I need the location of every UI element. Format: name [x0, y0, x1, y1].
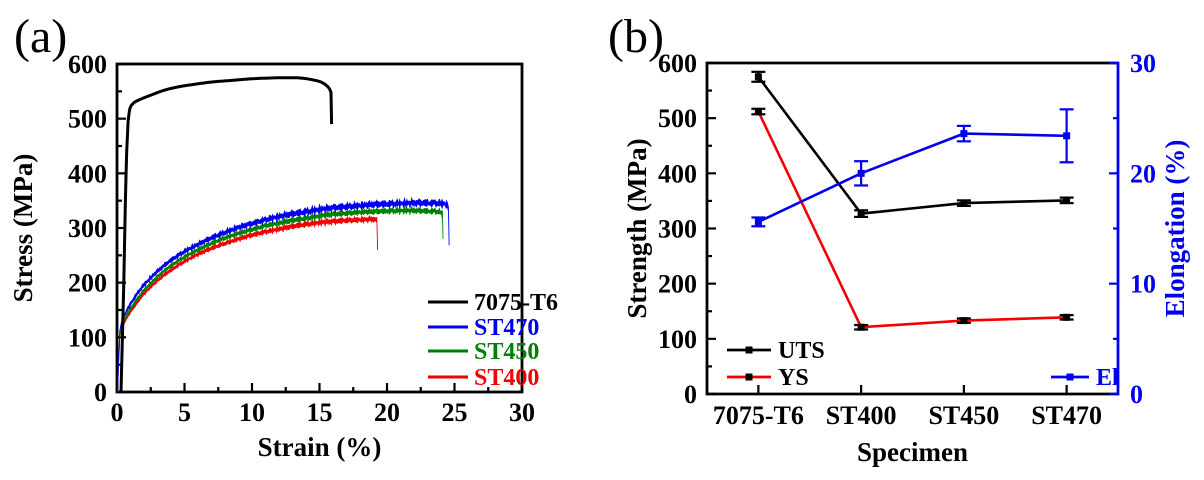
legend-marker: [745, 346, 753, 354]
legend-label: UTS: [778, 338, 825, 364]
panel-b-left-ytick-label: 100: [658, 325, 697, 354]
legend-item-ys: YS: [727, 365, 809, 391]
data-marker-ys: [857, 323, 865, 331]
panel-b-xtick-label: ST400: [826, 401, 897, 430]
panel-a-ytick-label: 200: [68, 269, 107, 298]
data-marker-el: [1063, 132, 1071, 140]
series-curve-7075-t6: [119, 76, 334, 393]
panel-a-xtick-label: 25: [442, 398, 468, 427]
series-curve-st470: [117, 196, 450, 393]
panel-b-left-ytick-label: 500: [658, 104, 697, 133]
panel-a-ytick-label: 100: [68, 323, 107, 352]
data-marker-el: [754, 218, 762, 226]
panel-b-right-ytick-label: 30: [1130, 49, 1156, 78]
series-uts: [751, 70, 1074, 219]
series-curve-st450: [117, 205, 444, 393]
panel-b-right-y-axis-label: Elongation (%): [1160, 140, 1190, 318]
panel-b-left-ytick-label: 300: [658, 215, 697, 244]
series-ys: [751, 107, 1074, 331]
panel-a-xtick-label: 20: [374, 398, 400, 427]
data-marker-ys: [1063, 313, 1071, 321]
panel-b-series: [751, 70, 1074, 331]
legend-label: 7075-T6: [474, 290, 558, 316]
panel-a-series: [117, 76, 450, 393]
legend-label: YS: [778, 365, 809, 391]
panel-b-right-ytick-label: 20: [1130, 159, 1156, 188]
panel-b-label: (b): [608, 10, 664, 63]
data-marker-ys: [960, 317, 968, 325]
legend-item-st470: ST470: [428, 315, 539, 341]
panel-b-right-ytick-label: 10: [1130, 270, 1156, 299]
legend-item-7075-t6: 7075-T6: [428, 290, 558, 316]
panel-a-xtick-label: 10: [239, 398, 265, 427]
panel-b-left-y-axis-label: Strength (MPa): [622, 138, 652, 318]
legend-item-uts: UTS: [727, 338, 825, 364]
legend-item-el: El: [1051, 365, 1119, 391]
panel-b-left-ytick-label: 200: [658, 270, 697, 299]
panel-b-ticks: 0 100 200 300 400 500 600 0 10 20 30 7075-T6 ST400 ST…: [658, 49, 1156, 430]
series-el: [751, 108, 1074, 228]
data-marker-el: [960, 130, 968, 138]
panel-a-ytick-label: 0: [94, 378, 107, 407]
panel-b-group: (b) 0 100 200 300 400 500 600 0 10 20 30 7075-T6 ST40…: [608, 10, 1190, 467]
panel-a-ytick-label: 500: [68, 105, 107, 134]
data-marker-el: [857, 169, 865, 177]
legend-label: ST450: [474, 339, 539, 365]
legend-label: ST470: [474, 315, 539, 341]
legend-label: El: [1096, 365, 1119, 391]
panel-b-left-ytick-label: 0: [684, 380, 697, 409]
legend-marker: [1066, 373, 1074, 381]
panel-b-xtick-label: 7075-T6: [713, 401, 804, 430]
panel-a-xtick-label: 0: [111, 398, 124, 427]
panel-b-x-axis-label: Specimen: [857, 437, 968, 467]
panel-a-ytick-label: 600: [68, 50, 107, 79]
panel-a-ytick-label: 400: [68, 159, 107, 188]
series-line-el: [757, 132, 1067, 224]
panel-a-group: (a)0 5 10 15 20 25 300100200300400500600Strain…: [8, 10, 558, 462]
legend-item-st450: ST450: [428, 339, 539, 365]
panel-b-left-ytick-label: 600: [658, 49, 697, 78]
data-marker-uts: [1063, 196, 1071, 204]
panel-a-label: (a): [14, 10, 67, 63]
panel-a-plot-frame: [115, 62, 524, 394]
data-marker-ys: [754, 108, 762, 116]
legend-label: ST400: [474, 365, 539, 391]
panel-b-right-ytick-label: 0: [1130, 380, 1143, 409]
panel-b-xtick-label: ST470: [1031, 401, 1102, 430]
panel-b-left-ytick-label: 400: [658, 159, 697, 188]
panel-a-xtick-label: 5: [178, 398, 191, 427]
panel-b-xtick-label: ST450: [928, 401, 999, 430]
series-line-ys: [757, 110, 1067, 329]
series-curve-st400: [117, 215, 379, 393]
series-line-uts: [757, 76, 1067, 215]
panel-b-axes-black: [705, 61, 1118, 396]
data-marker-uts: [754, 73, 762, 81]
panel-a-xtick-label: 15: [307, 398, 333, 427]
panel-a-ytick-label: 300: [68, 214, 107, 243]
legend-marker: [745, 373, 753, 381]
data-marker-uts: [960, 199, 968, 207]
data-marker-uts: [857, 210, 865, 218]
panel-a-x-axis-label: Strain (%): [258, 432, 382, 462]
legend-item-st400: ST400: [428, 365, 539, 391]
panel-a-y-axis-label: Stress (MPa): [8, 154, 38, 303]
panel-a-xtick-label: 30: [509, 398, 535, 427]
